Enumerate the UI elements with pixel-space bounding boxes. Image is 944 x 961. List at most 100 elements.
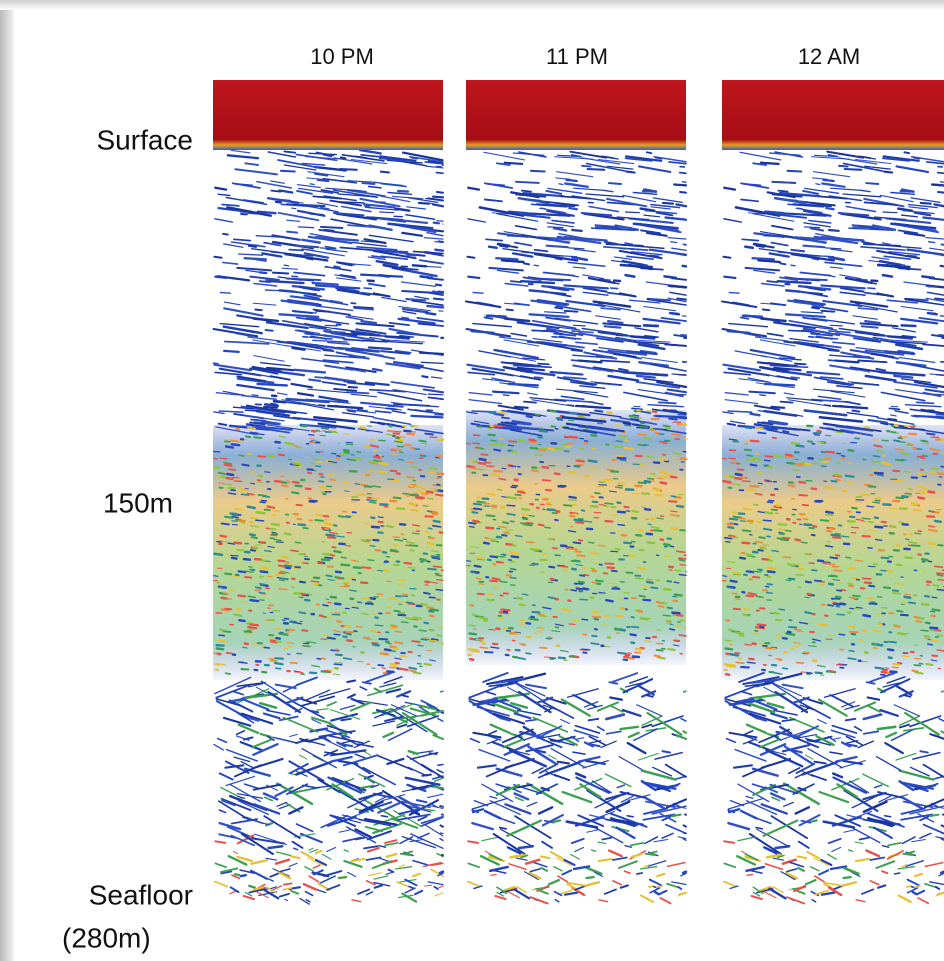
- echo-trace: [434, 283, 443, 287]
- echo-trace: [748, 390, 776, 395]
- echo-trace: [489, 723, 511, 735]
- echo-trace: [819, 426, 855, 434]
- echo-trace: [595, 579, 604, 583]
- echo-trace: [295, 760, 333, 776]
- echo-trace: [288, 862, 298, 868]
- echo-trace: [248, 533, 257, 537]
- echo-trace: [867, 812, 905, 828]
- echo-trace: [378, 461, 389, 466]
- echo-trace: [653, 529, 663, 532]
- echo-trace: [838, 157, 878, 165]
- echo-trace: [362, 766, 396, 786]
- echo-trace: [266, 735, 275, 742]
- echo-trace: [762, 819, 799, 837]
- echo-trace: [914, 532, 922, 535]
- echo-trace: [624, 424, 632, 427]
- echo-trace: [936, 171, 944, 175]
- echo-trace: [225, 775, 256, 787]
- echo-trace: [383, 505, 389, 508]
- echo-trace: [399, 852, 411, 856]
- echo-trace: [759, 365, 790, 373]
- echo-trace: [909, 715, 942, 728]
- echo-trace: [627, 794, 651, 802]
- echo-trace: [358, 818, 392, 827]
- echo-trace: [537, 772, 550, 779]
- echo-trace: [296, 392, 315, 397]
- echo-trace: [341, 412, 375, 418]
- echo-trace: [217, 193, 231, 197]
- echo-trace: [223, 463, 233, 467]
- echo-trace: [601, 836, 613, 841]
- echo-trace: [898, 780, 915, 792]
- echo-trace: [379, 682, 397, 688]
- echo-trace: [541, 814, 564, 827]
- echo-trace: [223, 461, 233, 465]
- echo-trace: [900, 458, 907, 461]
- echo-trace: [921, 785, 931, 789]
- echo-trace: [339, 274, 356, 279]
- echo-trace: [300, 850, 315, 860]
- echo-trace: [215, 426, 258, 436]
- echo-trace: [431, 524, 442, 528]
- echo-trace: [270, 408, 297, 415]
- echo-trace: [538, 762, 559, 774]
- echo-trace: [749, 463, 758, 467]
- echo-trace: [365, 880, 376, 886]
- echo-trace: [798, 480, 807, 484]
- echo-trace: [218, 367, 262, 377]
- echo-trace: [752, 457, 762, 461]
- echo-trace: [347, 409, 357, 413]
- echo-trace: [913, 872, 924, 878]
- echo-trace: [422, 782, 437, 790]
- echo-trace: [274, 858, 291, 865]
- echo-trace: [240, 493, 250, 496]
- echo-trace: [773, 505, 783, 509]
- echo-trace: [811, 306, 821, 310]
- echo-trace: [557, 326, 581, 331]
- echo-trace: [304, 866, 314, 872]
- echo-trace: [654, 157, 663, 160]
- echo-trace: [366, 638, 373, 641]
- echo-trace: [786, 896, 806, 905]
- echo-trace: [525, 652, 532, 655]
- echo-trace: [509, 280, 522, 283]
- echo-trace: [832, 578, 841, 582]
- echo-trace: [835, 431, 844, 434]
- echo-trace: [745, 570, 755, 574]
- echo-trace: [757, 482, 763, 485]
- echo-trace: [622, 339, 660, 347]
- echo-trace: [683, 832, 687, 835]
- echo-trace: [332, 673, 341, 676]
- echo-trace: [814, 889, 830, 896]
- echo-trace: [910, 156, 944, 163]
- echo-trace: [727, 526, 735, 529]
- echo-trace: [731, 483, 741, 486]
- echo-trace: [439, 824, 444, 828]
- echo-trace: [897, 436, 903, 440]
- echo-trace: [256, 210, 277, 215]
- echo-trace: [261, 670, 268, 674]
- echo-trace: [510, 555, 520, 559]
- echo-trace: [643, 508, 652, 511]
- echo-trace: [252, 302, 277, 306]
- echo-trace: [240, 712, 274, 725]
- echo-trace: [490, 873, 497, 876]
- echo-trace: [308, 671, 318, 675]
- echo-trace: [465, 300, 502, 308]
- echo-trace: [212, 450, 221, 453]
- echo-trace: [220, 596, 229, 600]
- echo-trace: [876, 263, 911, 269]
- echo-trace: [513, 405, 529, 409]
- echo-trace: [845, 205, 877, 213]
- echo-trace: [903, 231, 926, 237]
- echo-trace: [398, 458, 405, 461]
- echo-trace: [609, 812, 648, 828]
- echo-trace: [322, 349, 335, 353]
- echo-trace: [912, 508, 922, 512]
- echo-trace: [397, 795, 422, 810]
- echo-trace: [285, 631, 291, 633]
- echo-trace: [783, 392, 795, 396]
- echo-trace: [885, 671, 893, 675]
- echo-trace: [593, 826, 624, 844]
- echo-trace: [223, 483, 233, 486]
